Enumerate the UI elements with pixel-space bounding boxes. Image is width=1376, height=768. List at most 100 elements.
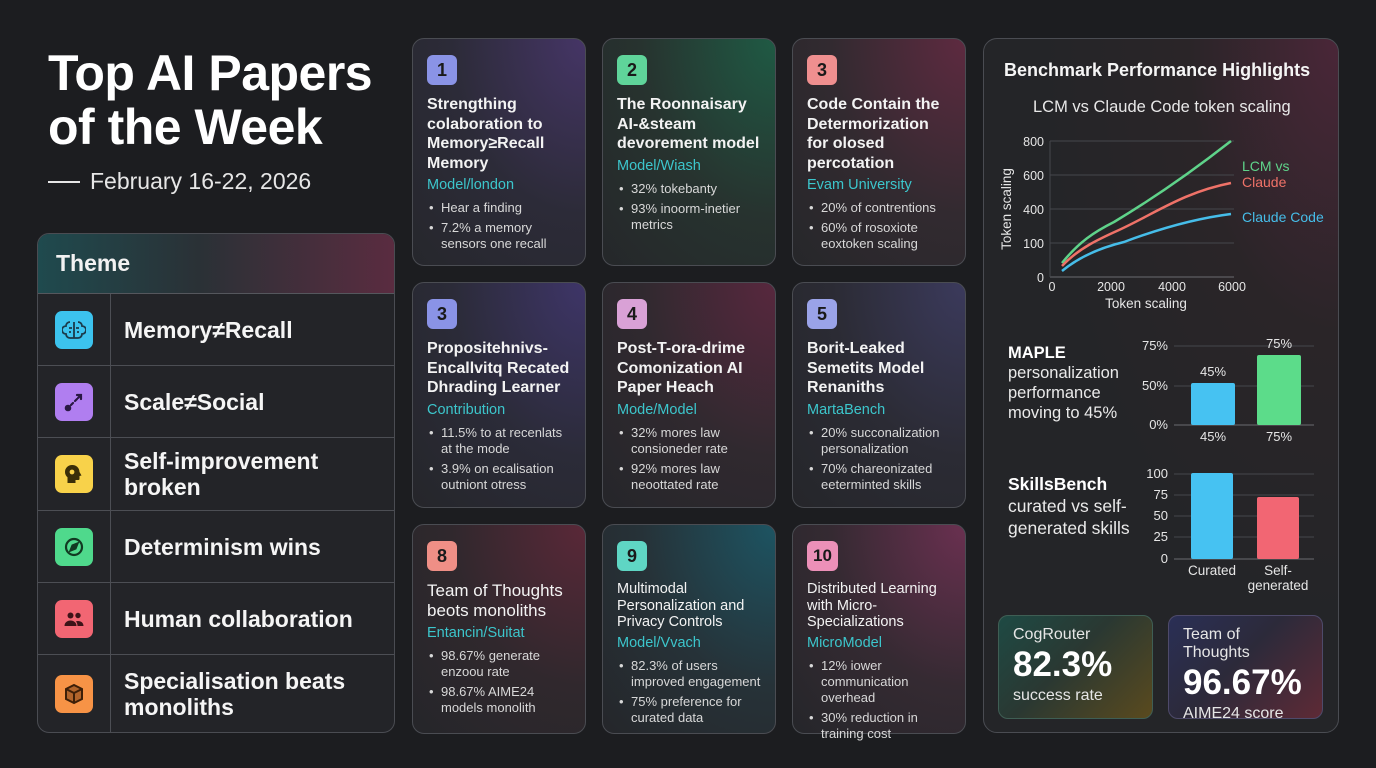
paper-number-badge: 5 [807, 299, 837, 329]
benchmark-panel: Benchmark Performance Highlights LCM vs … [983, 38, 1339, 733]
paper-source[interactable]: Model/Wiash [617, 157, 701, 174]
kpi-desc: AIME24 score [1183, 705, 1284, 722]
maple-label: MAPLE personalization performance moving… [1008, 343, 1138, 423]
theme-label: Determinism wins [124, 533, 321, 560]
paper-title: Strengthing colaboration to Memory≥Recal… [427, 96, 545, 172]
paper-bullet: 75% preference for curated data [617, 694, 761, 726]
svg-text:75: 75 [1154, 487, 1168, 502]
paper-card-9[interactable]: 10 Distributed Learning with Micro-Speci… [792, 524, 966, 741]
paper-source[interactable]: MartaBench [807, 401, 886, 418]
paper-number-badge: 3 [807, 55, 837, 85]
paper-title: Propositehnivs-Encallvitq Recated Dhradi… [427, 340, 570, 396]
paper-card-8[interactable]: 9 Multimodal Personalization and Privacy… [602, 524, 776, 734]
paper-bullet: 11.5% to at recenlats at the mode [427, 425, 571, 457]
paper-title: Borit-Leaked Semetits Model Renaniths [807, 340, 925, 396]
kpi-name: Team of Thoughts [1183, 626, 1250, 661]
svg-text:400: 400 [1023, 203, 1044, 217]
paper-card-3[interactable]: 3 Code Contain the Determorization for o… [792, 38, 966, 266]
paper-bullet: 7.2% a memory sensors one recall [427, 220, 571, 252]
paper-source[interactable]: Contribution [427, 401, 506, 418]
head-gear-icon [55, 455, 93, 493]
paper-bullet: 30% reduction in training cost [807, 710, 951, 742]
kpi-value: 82.3% [1013, 645, 1113, 684]
paper-bullet: 20% succonalization personalization [807, 425, 951, 457]
kpi-card-team-of-thoughts[interactable]: Team of Thoughts 96.67% AIME24 score [1168, 615, 1323, 722]
kpi-card-cogrouter[interactable]: CogRouter 82.3% success rate [998, 615, 1153, 719]
dash-divider [48, 180, 80, 183]
svg-text:100: 100 [1023, 237, 1044, 251]
svg-text:0: 0 [1037, 271, 1044, 285]
paper-card-7[interactable]: 8 Team of Thoughts beots monoliths Entan… [412, 524, 586, 734]
skillsbench-bar-chart: 100 75 50 25 0 Curated Self-generated [1146, 466, 1314, 593]
paper-number-badge: 10 [807, 541, 838, 571]
kpi-desc: success rate [1013, 687, 1103, 704]
svg-text:800: 800 [1023, 135, 1044, 149]
svg-text:6000: 6000 [1218, 280, 1246, 294]
kpi-value: 96.67% [1183, 663, 1302, 702]
maple-desc: personalization performance moving to 45… [1008, 364, 1119, 422]
paper-title: Code Contain the Determorization for olo… [807, 96, 940, 172]
theme-label: Self-improvement broken [124, 448, 319, 500]
svg-text:75%: 75% [1142, 338, 1168, 353]
paper-card-1[interactable]: 1 Strengthing colaboration to Memory≥Rec… [412, 38, 586, 266]
paper-card-2[interactable]: 2 The Roonnaisary AI-&steam devorement m… [602, 38, 776, 266]
paper-bullet: 3.9% on ecalisation outniont otress [427, 461, 571, 493]
svg-text:generated: generated [1248, 578, 1309, 593]
paper-source[interactable]: Model/Vvach [617, 634, 701, 651]
skillsbench-label: SkillsBench curated vs self-generated sk… [1008, 473, 1143, 539]
title-line-2: of the Week [48, 99, 323, 155]
paper-bullet: 93% inoorm-inetier metrics [617, 201, 761, 233]
theme-label: Human collaboration [124, 605, 353, 632]
paper-card-4[interactable]: 3 Propositehnivs-Encallvitq Recated Dhra… [412, 282, 586, 508]
theme-panel: Theme Memory≠Recall Scale≠Social Self-im… [37, 233, 395, 733]
theme-item-self-improvement[interactable]: Self-improvement broken [38, 438, 394, 511]
svg-text:0: 0 [1161, 551, 1168, 566]
page-title: Top AI Papers of the Week [48, 46, 373, 155]
theme-item-determinism[interactable]: Determinism wins [38, 511, 394, 583]
skillsbench-name: SkillsBench [1008, 474, 1108, 494]
cube-icon [55, 674, 93, 713]
paper-source[interactable]: Entancin/Suitat [427, 625, 525, 641]
theme-item-memory-recall[interactable]: Memory≠Recall [38, 294, 394, 366]
svg-text:45%: 45% [1200, 364, 1226, 379]
paper-title: Team of Thoughts beots monoliths [427, 581, 563, 620]
svg-text:4000: 4000 [1158, 280, 1186, 294]
svg-text:0%: 0% [1149, 417, 1168, 432]
svg-text:600: 600 [1023, 169, 1044, 183]
date-range-text: February 16-22, 2026 [90, 168, 312, 194]
maple-bar-chart: 75% 50% 0% 45% 75% 45% 75% [1142, 336, 1314, 444]
paper-source[interactable]: MicroModel [807, 634, 882, 651]
paper-number-badge: 9 [617, 541, 647, 571]
paper-title: The Roonnaisary AI-&steam devorement mod… [617, 96, 760, 152]
paper-source[interactable]: Model/london [427, 177, 515, 193]
svg-text:Token scaling: Token scaling [1105, 296, 1187, 311]
paper-number-badge: 8 [427, 541, 457, 571]
svg-text:25: 25 [1154, 529, 1168, 544]
svg-text:50: 50 [1154, 508, 1168, 523]
svg-text:Curated: Curated [1188, 563, 1236, 578]
brain-icon [55, 310, 93, 349]
paper-bullet: 98.67% generate enzoou rate [427, 648, 571, 680]
theme-item-specialisation[interactable]: Specialisation beats monoliths [38, 655, 394, 732]
svg-text:2000: 2000 [1097, 280, 1125, 294]
theme-label: Scale≠Social [124, 388, 265, 415]
line-chart-title: LCM vs Claude Code token scaling [1033, 98, 1291, 116]
theme-label: Specialisation beats monoliths [124, 667, 346, 720]
svg-text:75%: 75% [1266, 336, 1292, 351]
svg-text:Claude: Claude [1242, 174, 1287, 190]
svg-text:0: 0 [1049, 280, 1056, 294]
paper-bullet: 12% iower communication overhead [807, 658, 951, 706]
paper-source[interactable]: Evam University [807, 177, 912, 193]
paper-bullet: 92% mores law neoottated rate [617, 461, 761, 493]
paper-number-badge: 4 [617, 299, 647, 329]
maple-name: MAPLE [1008, 344, 1066, 362]
paper-card-5[interactable]: 4 Post-T-ora-drime Comonization AI Paper… [602, 282, 776, 508]
paper-source[interactable]: Mode/Model [617, 401, 697, 418]
theme-item-human-collaboration[interactable]: Human collaboration [38, 583, 394, 655]
paper-bullet: 20% of contrentions [807, 200, 951, 216]
svg-text:LCM vs: LCM vs [1242, 158, 1289, 174]
paper-bullet: 98.67% AIME24 models monolith [427, 684, 571, 716]
theme-item-scale-social[interactable]: Scale≠Social [38, 366, 394, 438]
scale-arrow-icon [55, 382, 93, 421]
paper-card-6[interactable]: 5 Borit-Leaked Semetits Model Renaniths … [792, 282, 966, 508]
